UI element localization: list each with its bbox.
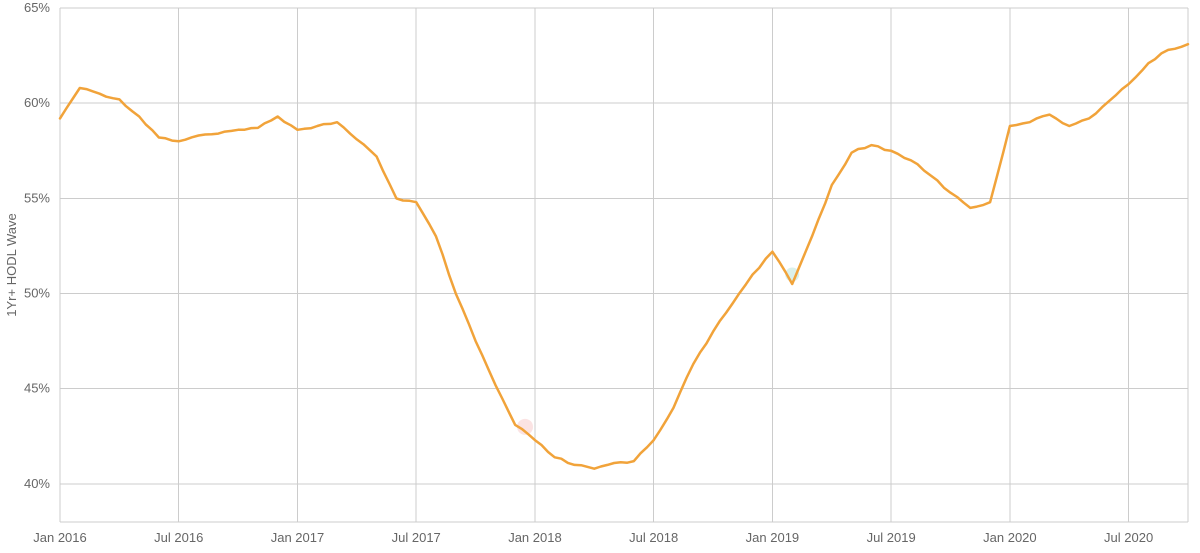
- chart-svg: 40% 45% 50% 55% 60% 65% Jan 2016 Jul 2016 Jan 20…: [0, 0, 1200, 553]
- x-tick-label: Jul 2017: [392, 530, 441, 545]
- x-tick-label: Jan 2016: [33, 530, 87, 545]
- y-tick-label: 50%: [24, 286, 50, 301]
- y-tick-label: 65%: [24, 0, 50, 15]
- x-tick-label: Jan 2020: [983, 530, 1037, 545]
- y-tick-label: 60%: [24, 95, 50, 110]
- x-tick-label: Jan 2018: [508, 530, 562, 545]
- y-tick-label: 40%: [24, 476, 50, 491]
- x-tick-label: Jan 2017: [271, 530, 325, 545]
- x-tick-label: Jan 2019: [746, 530, 800, 545]
- x-tick-label: Jul 2020: [1104, 530, 1153, 545]
- x-tick-label: Jul 2018: [629, 530, 678, 545]
- y-axis-title: 1Yr+ HODL Wave: [4, 213, 19, 316]
- hodl-wave-chart: 40% 45% 50% 55% 60% 65% Jan 2016 Jul 2016 Jan 20…: [0, 0, 1200, 553]
- y-tick-label: 45%: [24, 381, 50, 396]
- x-tick-label: Jul 2019: [867, 530, 916, 545]
- x-tick-label: Jul 2016: [154, 530, 203, 545]
- y-tick-label: 55%: [24, 190, 50, 205]
